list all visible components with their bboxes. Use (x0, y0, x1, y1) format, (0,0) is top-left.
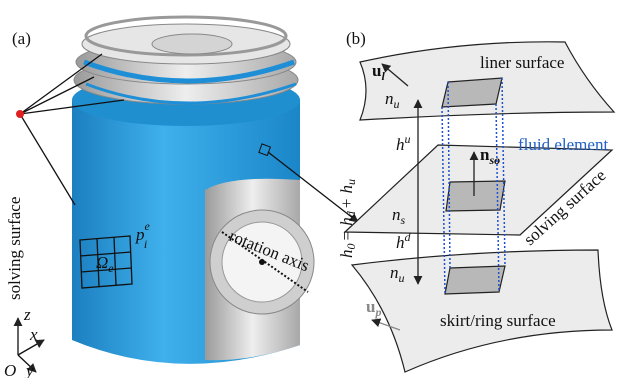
axis-label: x (29, 325, 38, 344)
math-label: hd (396, 230, 412, 252)
panel-label: (b) (346, 29, 366, 48)
label: fluid element (518, 135, 608, 154)
label: skirt/ring surface (440, 311, 556, 330)
math-label: hu (396, 132, 411, 154)
axis-label: y (24, 361, 34, 378)
panel-label: (a) (12, 29, 31, 48)
piston (72, 17, 314, 364)
label: liner surface (480, 53, 564, 72)
axis-label: O (4, 361, 16, 378)
label: solving surface (5, 197, 24, 300)
figure: (a) solving surface pei Ωe rotation axis… (0, 0, 618, 378)
marker (16, 110, 24, 118)
axis-label: z (23, 305, 31, 324)
equation: h0= hd+ hu (337, 179, 358, 258)
